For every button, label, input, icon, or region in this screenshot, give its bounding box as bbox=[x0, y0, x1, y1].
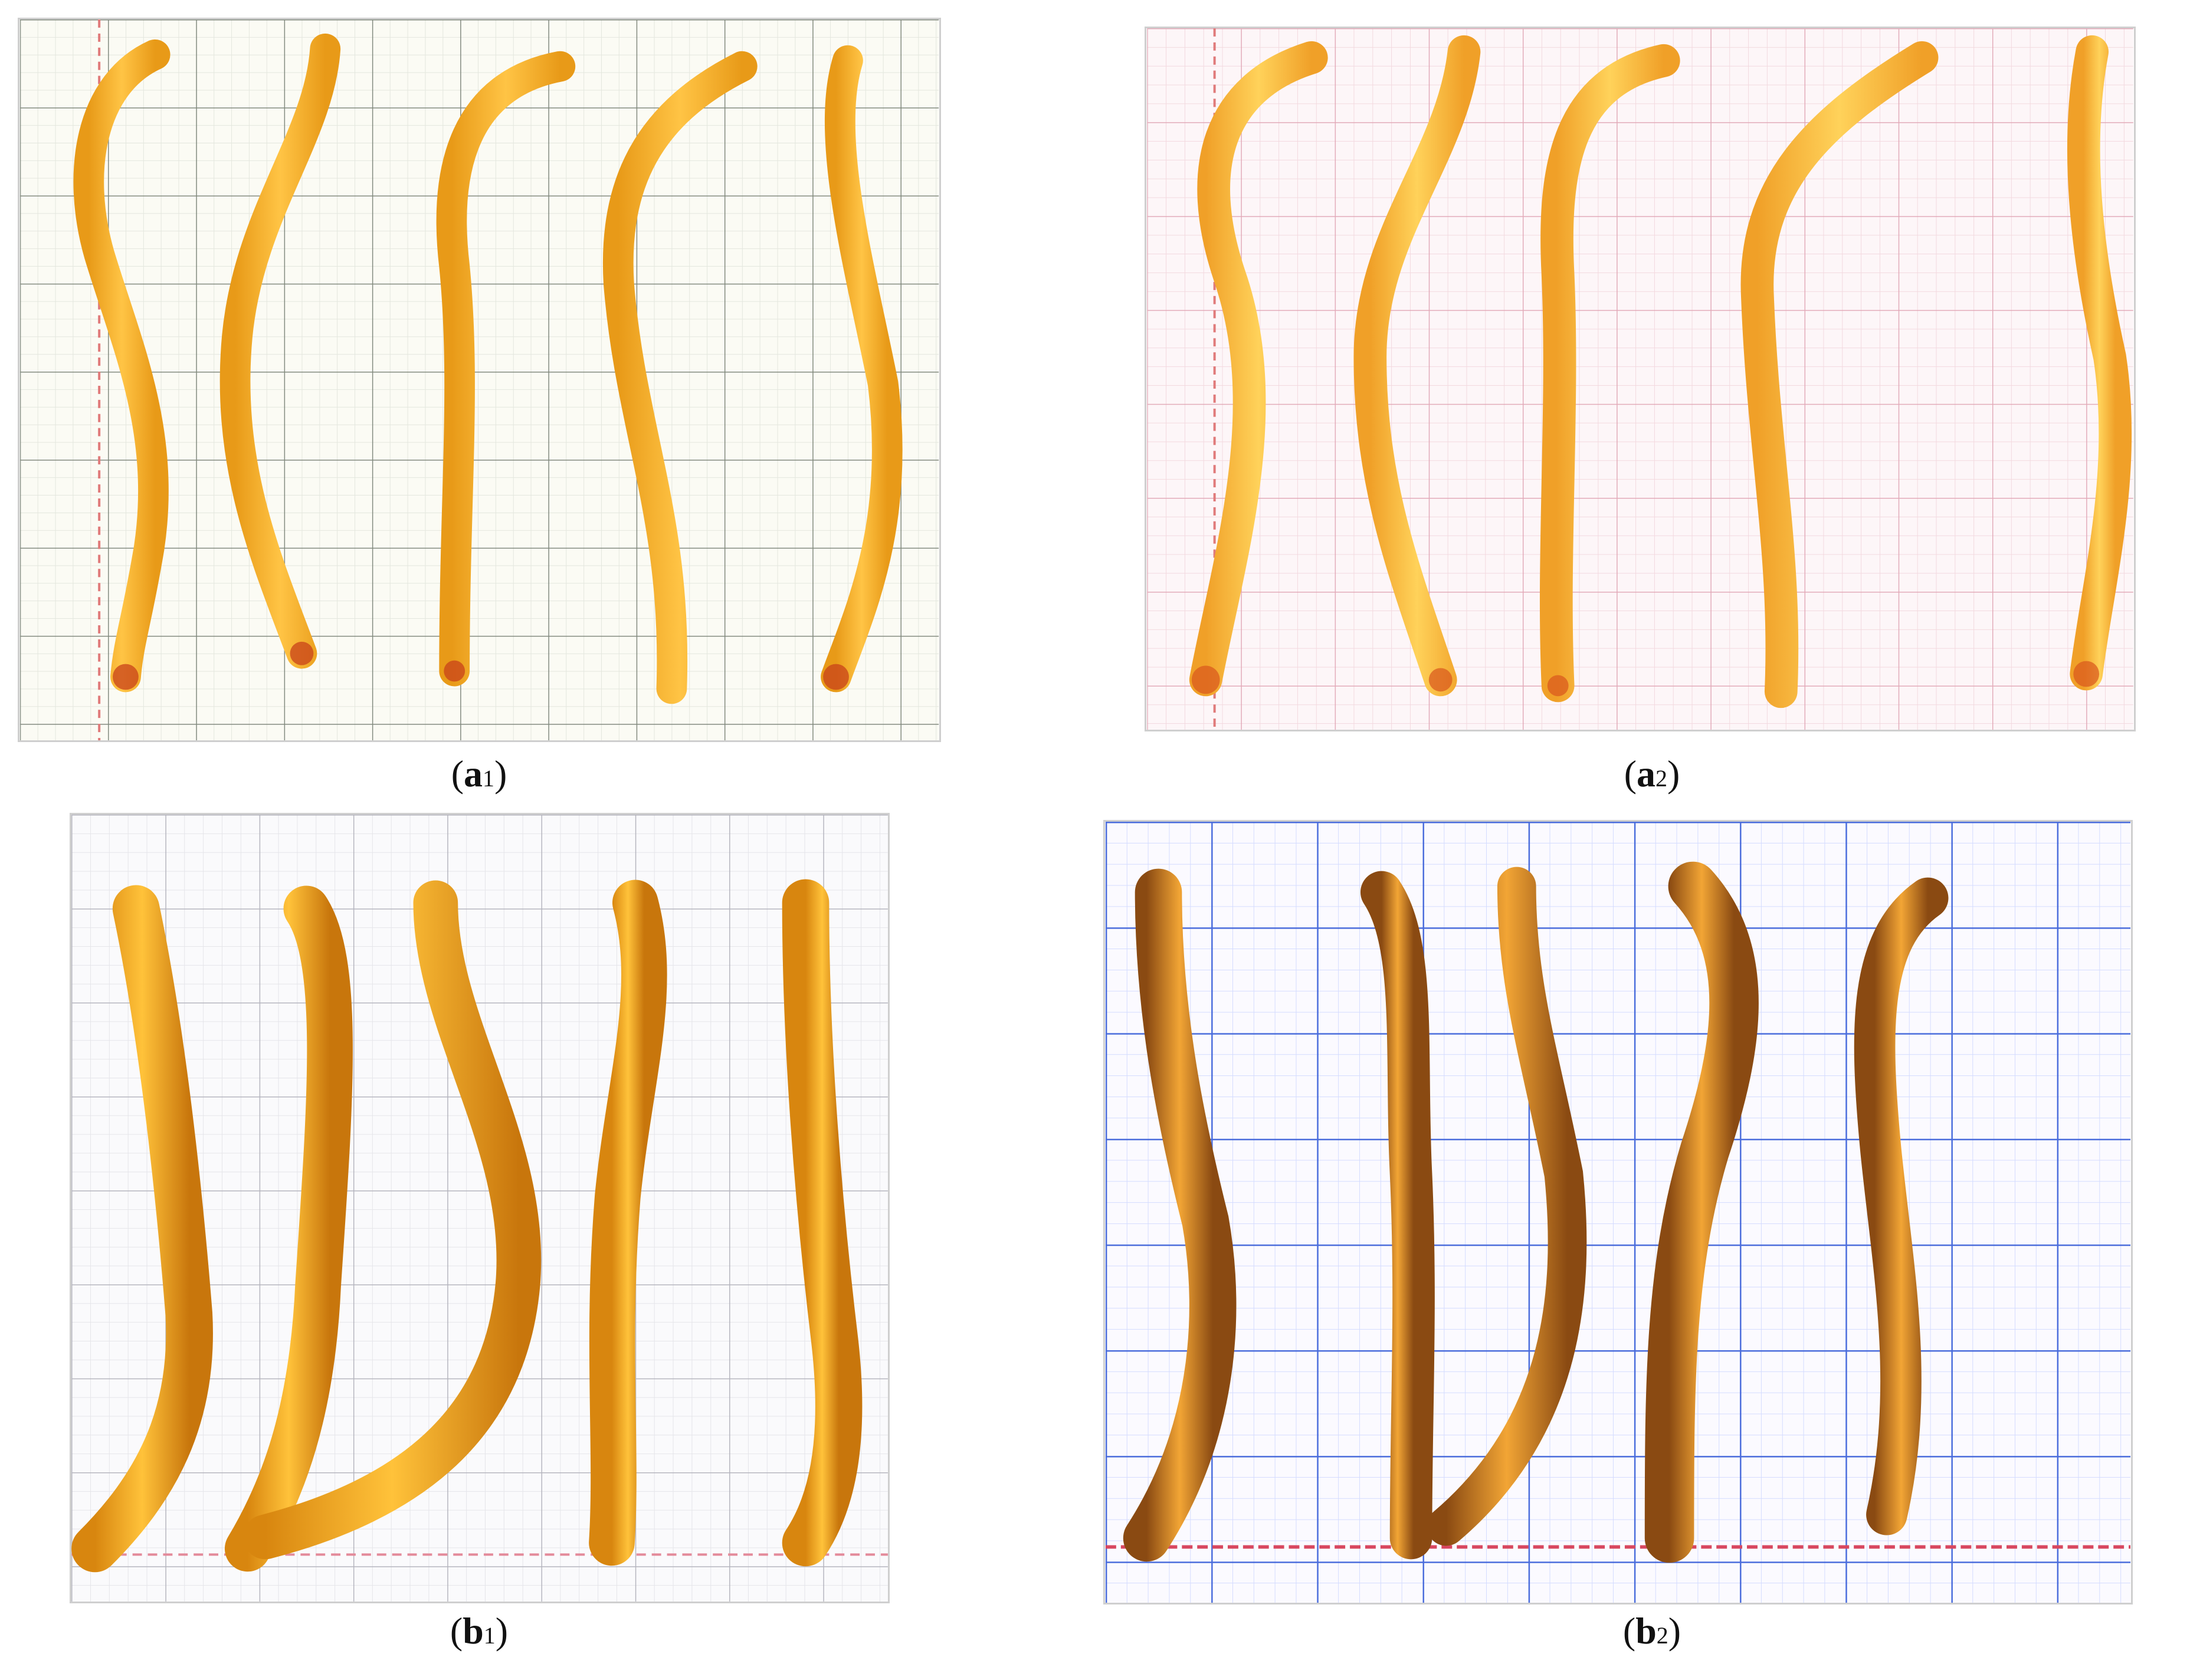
photo-a2 bbox=[1147, 28, 2133, 730]
caption-b1: (b1) bbox=[450, 1610, 509, 1652]
panel-b2 bbox=[1103, 820, 2133, 1604]
stems-b1 bbox=[71, 879, 863, 1573]
panel-b1 bbox=[70, 813, 890, 1603]
caption-a2: (a2) bbox=[1624, 753, 1680, 795]
panel-a1 bbox=[18, 18, 941, 742]
stems-a2 bbox=[1189, 35, 2132, 708]
stems-b2 bbox=[1123, 861, 1949, 1563]
panel-a2 bbox=[1145, 27, 2136, 731]
stems-a1 bbox=[73, 33, 903, 704]
photo-a1 bbox=[19, 19, 939, 740]
caption-b2: (b2) bbox=[1622, 1610, 1681, 1652]
caption-a1: (a1) bbox=[451, 753, 507, 795]
photo-b2 bbox=[1105, 822, 2131, 1603]
photo-b1 bbox=[71, 815, 888, 1602]
